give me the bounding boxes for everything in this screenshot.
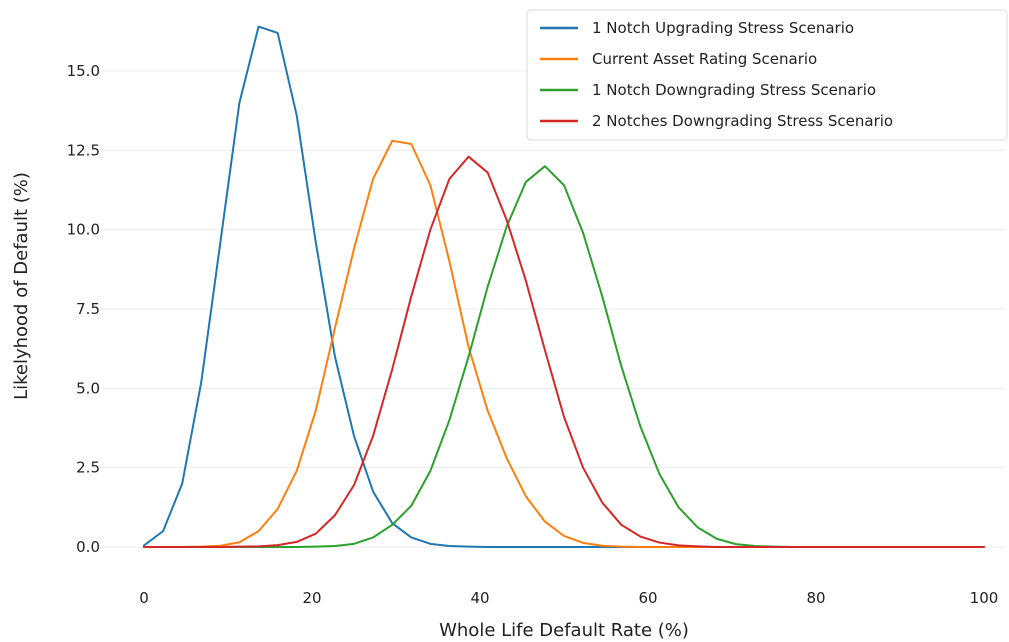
- series-line-2: [143, 139, 985, 548]
- legend-box: [526, 9, 1008, 141]
- x-tick-label: 40: [470, 589, 489, 607]
- y-tick-label: 5.0: [76, 379, 100, 397]
- x-tick-label: 80: [806, 589, 825, 607]
- x-tick-label: 0: [139, 589, 149, 607]
- y-axis-ticks: 0.0 2.5 5.0 7.5 10.0 12.5 15.0: [67, 62, 100, 556]
- series-line-4: [143, 155, 985, 548]
- legend: 1 Notch Upgrading Stress Scenario Current…: [526, 9, 1008, 141]
- y-tick-label: 2.5: [76, 459, 100, 477]
- x-tick-label: 20: [302, 589, 321, 607]
- y-tick-label: 10.0: [67, 221, 100, 239]
- y-tick-label: 7.5: [76, 300, 100, 318]
- x-tick-label: 100: [970, 589, 999, 607]
- y-axis-title: Likelyhood of Default (%): [11, 172, 32, 400]
- x-tick-label: 60: [638, 589, 657, 607]
- x-axis-ticks: 0 20 40 60 80 100: [139, 589, 998, 607]
- y-tick-label: 0.0: [76, 538, 100, 556]
- legend-label-3: 1 Notch Downgrading Stress Scenario: [592, 81, 876, 99]
- legend-label-2: Current Asset Rating Scenario: [592, 50, 817, 68]
- y-tick-label: 12.5: [67, 141, 100, 159]
- legend-label-1: 1 Notch Upgrading Stress Scenario: [592, 19, 854, 37]
- series-lines: [143, 25, 985, 548]
- legend-label-4: 2 Notches Downgrading Stress Scenario: [592, 112, 893, 130]
- gridlines: [100, 70, 1005, 548]
- y-tick-label: 15.0: [67, 62, 100, 80]
- series-line-3: [143, 165, 985, 548]
- x-axis-title: Whole Life Default Rate (%): [439, 620, 689, 641]
